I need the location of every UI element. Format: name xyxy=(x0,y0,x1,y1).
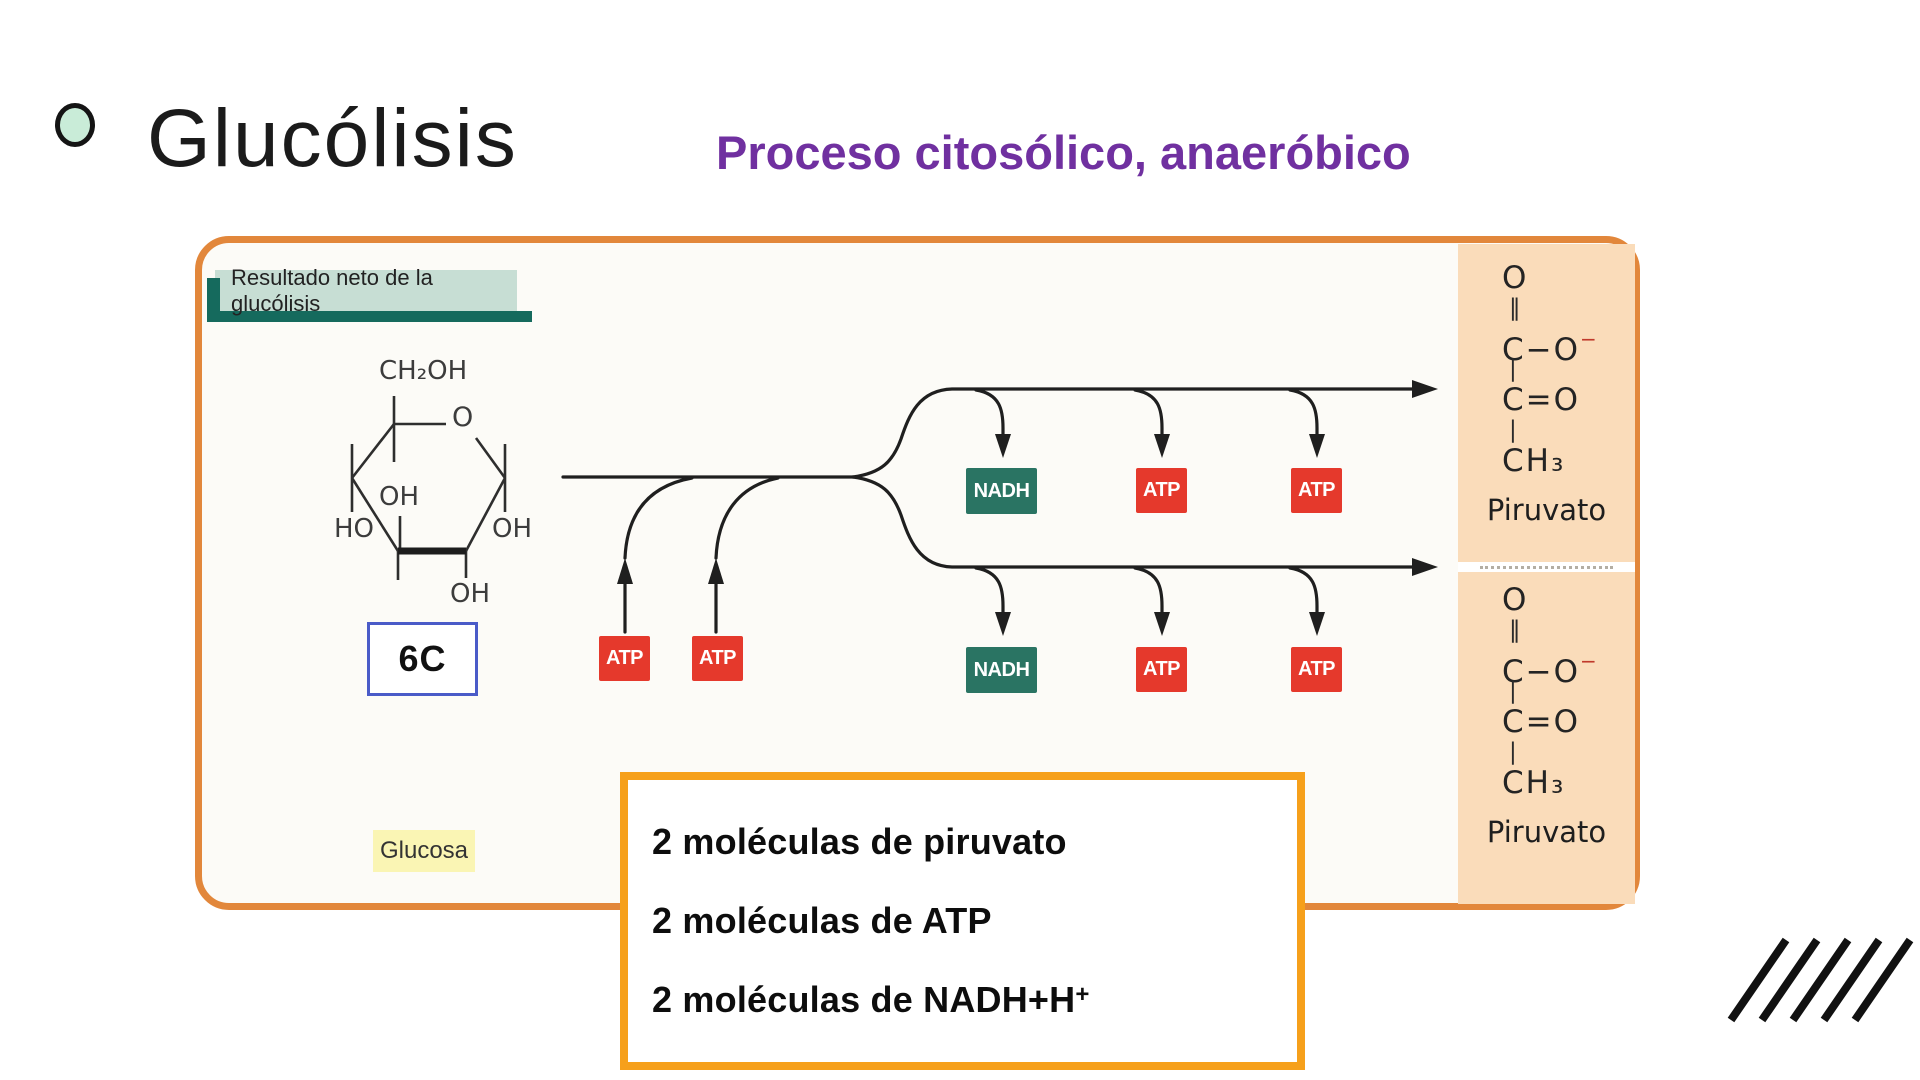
bottom-branch-atp-badge-1: ATP xyxy=(1136,647,1187,692)
glucose-oh-inner-label: OH xyxy=(379,482,420,512)
summary-line-nadh: 2 moléculas de NADH+H+ xyxy=(652,979,1273,1021)
slide-subtitle: Proceso citosólico, anaeróbico xyxy=(716,126,1411,179)
pyruvate-structure-top: O ‖ C−O− | C=O | CH₃ Piruvato xyxy=(1458,260,1635,527)
panel-divider xyxy=(1458,562,1635,572)
pyruvate-keto-line: C=O xyxy=(1502,704,1581,740)
top-branch-atp-badge-1: ATP xyxy=(1136,468,1187,513)
single-bond-glyph: | xyxy=(1509,356,1519,382)
glucose-oh-right-label: OH xyxy=(492,514,533,544)
bottom-branch-atp-badge-2: ATP xyxy=(1291,647,1342,692)
page-title: Glucólisis xyxy=(147,93,518,184)
pyruvate-keto-line: C=O xyxy=(1502,382,1581,418)
c-single-o: C−O xyxy=(1502,332,1581,368)
pyruvate-name-label: Piruvato xyxy=(1486,815,1607,849)
single-bond-glyph: | xyxy=(1509,678,1519,704)
figure-header-underline xyxy=(214,311,532,322)
corner-slashes-decoration xyxy=(1727,937,1914,1023)
net-result-summary-box: 2 moléculas de piruvato 2 moléculas de A… xyxy=(620,772,1305,1070)
pyruvate-carboxyl-line: C−O− xyxy=(1458,321,1635,368)
panel-divider-dots xyxy=(1480,565,1613,569)
pyruvate-structure-bottom: O ‖ C−O− | C=O | CH₃ Piruvato xyxy=(1458,582,1635,849)
bottom-branch-nadh-badge: NADH xyxy=(966,647,1037,693)
figure-header-label: Resultado neto de la glucólisis xyxy=(215,265,517,316)
glucose-ch2oh-label: CH₂OH xyxy=(379,356,468,386)
pyruvate-ch3-line: CH₃ xyxy=(1502,443,1566,479)
pyruvate-o-top: O xyxy=(1502,582,1529,618)
summary-line-pyruvate: 2 moléculas de piruvato xyxy=(652,821,1067,862)
top-branch-nadh-badge: NADH xyxy=(966,468,1037,514)
glucose-ring-oxygen-label: O xyxy=(452,402,474,433)
title-bullet-circle xyxy=(55,103,95,147)
glucose-name-tag: Glucosa xyxy=(373,830,475,872)
c-single-o: C−O xyxy=(1502,654,1581,690)
carboxylate-minus-charge: − xyxy=(1580,649,1597,673)
top-branch-atp-badge-2: ATP xyxy=(1291,468,1342,513)
pyruvate-o-top: O xyxy=(1502,260,1529,296)
pyruvate-ch3-line: CH₃ xyxy=(1502,765,1566,801)
single-bond-glyph: | xyxy=(1509,739,1519,765)
glucose-ho-left-label: HO xyxy=(334,514,375,544)
pyruvate-carboxyl-line: C−O− xyxy=(1458,643,1635,690)
nadh-plus-superscript: + xyxy=(1075,981,1090,1008)
double-bond-glyph: ‖ xyxy=(1509,617,1523,643)
pyruvate-name-label: Piruvato xyxy=(1486,493,1607,527)
figure-header-accent-bar xyxy=(207,278,220,322)
input-atp-badge-1: ATP xyxy=(599,636,650,681)
single-bond-glyph: | xyxy=(1509,417,1519,443)
carboxylate-minus-charge: − xyxy=(1580,327,1597,351)
carbon-count-box: 6C xyxy=(367,622,478,696)
double-bond-glyph: ‖ xyxy=(1509,295,1523,321)
input-atp-badge-2: ATP xyxy=(692,636,743,681)
summary-nadh-text: 2 moléculas de NADH+H xyxy=(652,979,1076,1020)
glucose-oh-bottom-label: OH xyxy=(450,579,491,609)
summary-line-atp: 2 moléculas de ATP xyxy=(652,900,992,941)
pyruvate-panel: O ‖ C−O− | C=O | CH₃ Piruvato O ‖ C−O− |… xyxy=(1458,244,1635,904)
